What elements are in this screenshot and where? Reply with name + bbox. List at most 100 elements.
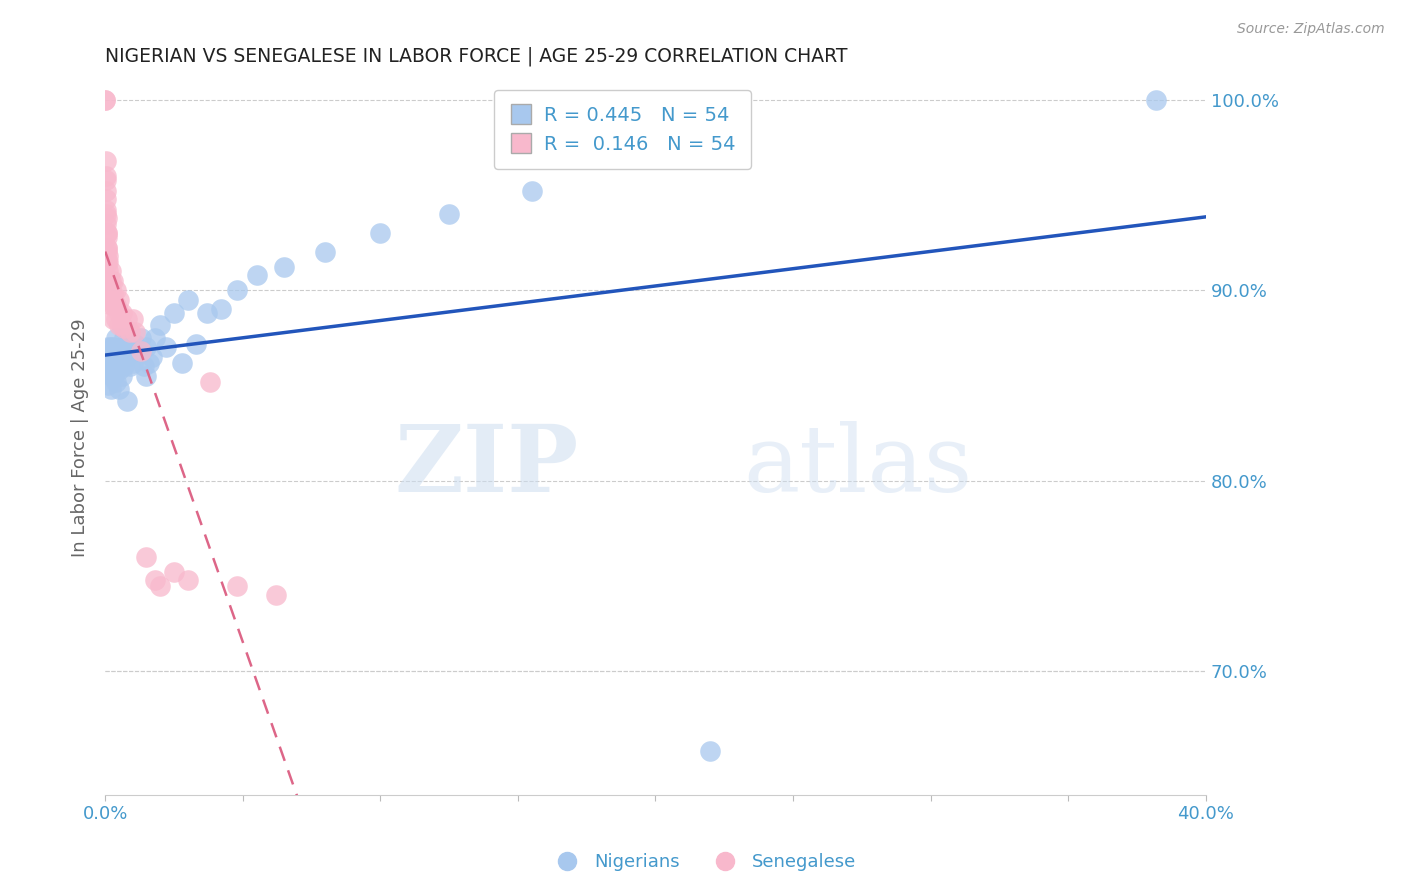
Point [135, 549, 157, 564]
Point [163, 306, 186, 320]
Point [115, 350, 138, 364]
Point [103, 311, 125, 326]
Point [105, 331, 128, 345]
Point [96, 203, 118, 218]
Point [143, 573, 166, 587]
Point [103, 356, 125, 370]
Point [195, 306, 218, 320]
Point [94, 184, 117, 198]
Point [111, 368, 134, 383]
Point [100, 382, 122, 396]
Point [699, 744, 721, 758]
Point [264, 588, 287, 602]
Point [177, 573, 200, 587]
Legend: Nigerians, Senegalese: Nigerians, Senegalese [543, 847, 863, 879]
Point [149, 318, 172, 332]
Point [118, 359, 141, 374]
Legend: R = 0.445   N = 54, R =  0.146   N = 54: R = 0.445 N = 54, R = 0.146 N = 54 [494, 90, 751, 169]
Point [184, 336, 207, 351]
Point [97, 350, 120, 364]
Point [121, 311, 143, 326]
Point [245, 268, 267, 282]
Point [143, 331, 166, 345]
Point [100, 368, 122, 383]
Point [111, 306, 134, 320]
Point [103, 274, 125, 288]
Point [273, 260, 295, 275]
Y-axis label: In Labor Force | Age 25-29: In Labor Force | Age 25-29 [72, 318, 89, 558]
Point [97, 378, 120, 392]
Point [100, 274, 122, 288]
Point [111, 318, 134, 332]
Point [105, 311, 128, 326]
Point [100, 363, 122, 377]
Point [96, 254, 118, 268]
Point [94, 153, 117, 168]
Point [96, 241, 118, 255]
Text: ZIP: ZIP [394, 421, 578, 511]
Point [100, 264, 122, 278]
Point [103, 368, 125, 383]
Point [177, 293, 200, 307]
Point [226, 578, 249, 592]
Point [1144, 93, 1167, 107]
Point [108, 293, 131, 307]
Point [226, 283, 249, 297]
Point [132, 359, 155, 374]
Point [100, 298, 122, 312]
Point [94, 169, 117, 183]
Point [94, 93, 117, 107]
Point [141, 350, 163, 364]
Point [129, 344, 152, 359]
Point [121, 356, 143, 370]
Point [124, 325, 146, 339]
Point [108, 306, 131, 320]
Point [114, 331, 136, 345]
Point [96, 230, 118, 244]
Point [163, 565, 186, 579]
Point [97, 363, 120, 377]
Point [94, 172, 117, 186]
Point [111, 340, 134, 354]
Point [129, 331, 152, 345]
Point [96, 211, 118, 225]
Point [97, 254, 120, 268]
Point [97, 340, 120, 354]
Point [103, 298, 125, 312]
Point [108, 356, 131, 370]
Point [97, 264, 120, 278]
Point [135, 340, 157, 354]
Point [94, 192, 117, 206]
Point [105, 375, 128, 389]
Point [118, 340, 141, 354]
Point [108, 363, 131, 377]
Point [115, 311, 138, 326]
Point [105, 283, 128, 297]
Point [100, 356, 122, 370]
Point [138, 356, 160, 370]
Point [172, 356, 194, 370]
Point [96, 226, 118, 240]
Point [209, 302, 232, 317]
Point [105, 344, 128, 359]
Point [103, 340, 125, 354]
Point [97, 293, 120, 307]
Point [118, 325, 141, 339]
Point [94, 207, 117, 221]
Text: atlas: atlas [744, 421, 973, 511]
Point [96, 217, 118, 231]
Point [135, 368, 157, 383]
Point [97, 249, 120, 263]
Point [149, 578, 172, 592]
Point [94, 93, 117, 107]
Point [127, 344, 149, 359]
Point [108, 382, 131, 396]
Text: Source: ZipAtlas.com: Source: ZipAtlas.com [1237, 22, 1385, 37]
Point [96, 226, 118, 240]
Point [114, 321, 136, 335]
Point [100, 287, 122, 301]
Point [437, 207, 460, 221]
Point [370, 226, 392, 240]
Point [96, 245, 118, 260]
Point [105, 298, 128, 312]
